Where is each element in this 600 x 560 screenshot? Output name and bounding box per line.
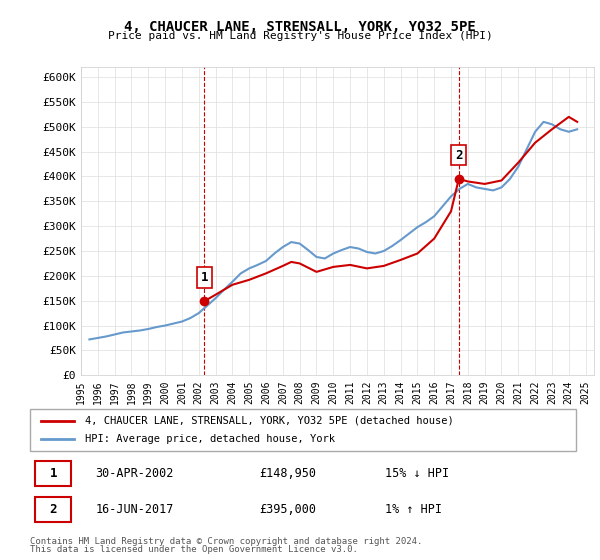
- Text: 4, CHAUCER LANE, STRENSALL, YORK, YO32 5PE (detached house): 4, CHAUCER LANE, STRENSALL, YORK, YO32 5…: [85, 416, 454, 426]
- Text: HPI: Average price, detached house, York: HPI: Average price, detached house, York: [85, 434, 335, 444]
- FancyBboxPatch shape: [30, 409, 576, 451]
- Text: £395,000: £395,000: [259, 503, 316, 516]
- Text: 2: 2: [455, 148, 463, 162]
- Text: £148,950: £148,950: [259, 466, 316, 480]
- Text: 1: 1: [200, 271, 208, 284]
- Text: 30-APR-2002: 30-APR-2002: [95, 466, 174, 480]
- Text: Contains HM Land Registry data © Crown copyright and database right 2024.: Contains HM Land Registry data © Crown c…: [30, 537, 422, 546]
- Text: Price paid vs. HM Land Registry's House Price Index (HPI): Price paid vs. HM Land Registry's House …: [107, 31, 493, 41]
- Text: 2: 2: [50, 503, 57, 516]
- Text: 1% ↑ HPI: 1% ↑ HPI: [385, 503, 442, 516]
- Text: 16-JUN-2017: 16-JUN-2017: [95, 503, 174, 516]
- Text: 4, CHAUCER LANE, STRENSALL, YORK, YO32 5PE: 4, CHAUCER LANE, STRENSALL, YORK, YO32 5…: [124, 20, 476, 34]
- Text: 15% ↓ HPI: 15% ↓ HPI: [385, 466, 449, 480]
- Text: 1: 1: [50, 466, 57, 480]
- Text: This data is licensed under the Open Government Licence v3.0.: This data is licensed under the Open Gov…: [30, 545, 358, 554]
- FancyBboxPatch shape: [35, 460, 71, 486]
- FancyBboxPatch shape: [35, 497, 71, 522]
